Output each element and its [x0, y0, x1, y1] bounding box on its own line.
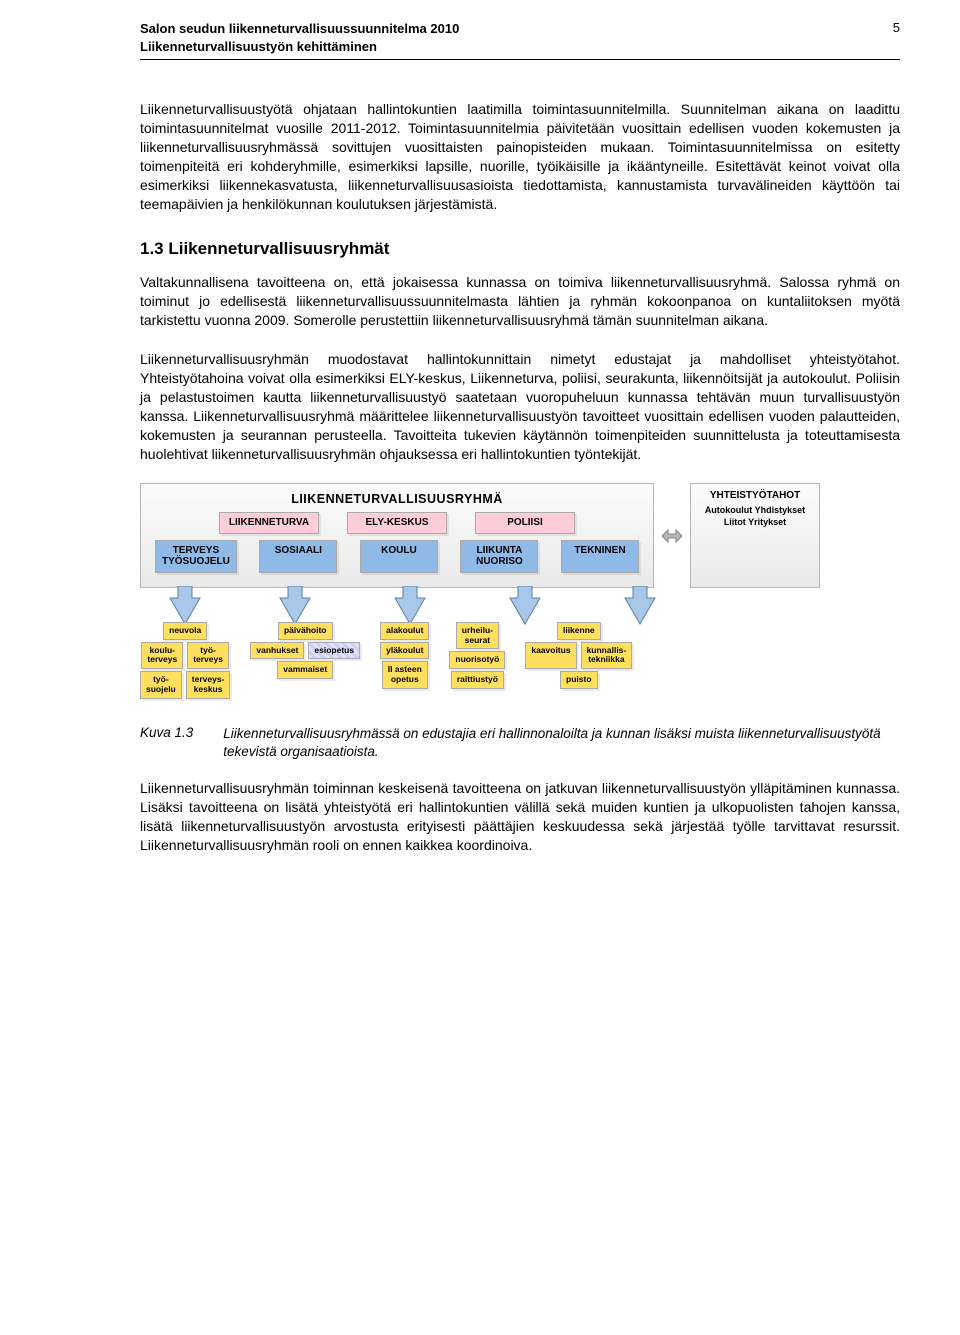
side-group-title: YHTEISTYÖTAHOT [710, 490, 800, 501]
yellow-box: työ- terveys [187, 642, 229, 670]
cluster-row: puisto [560, 671, 598, 689]
cluster-2: alakoulut yläkoulutII asteen opetus [380, 622, 429, 689]
pink-box-poliisi: POLIISI [475, 512, 575, 534]
paragraph-2: Valtakunnallisena tavoitteena on, että j… [140, 273, 900, 330]
header-line2: Liikenneturvallisuustyön kehittäminen [140, 39, 377, 54]
arrow-band [140, 586, 820, 626]
cluster-0: neuvola koulu- terveystyö- terveystyö- su… [140, 622, 230, 699]
double-arrow-icon [660, 483, 684, 588]
main-group: LIIKENNETURVALLISUUSRYHMÄ LIIKENNETURVA … [140, 483, 654, 588]
blue-box-sosiaali: SOSIAALI [259, 540, 337, 573]
side-group: YHTEISTYÖTAHOT Autokoulut Yhdistykset Li… [690, 483, 820, 588]
cluster-row: alakoulut [380, 622, 429, 640]
page-header: Salon seudun liikenneturvallisuussuunnit… [140, 20, 900, 60]
yellow-box: yläkoulut [380, 642, 429, 660]
yellow-box: terveys- keskus [186, 671, 231, 699]
cluster-row: neuvola [163, 622, 207, 640]
yellow-box: kaavoitus [525, 642, 576, 670]
header-line1: Salon seudun liikenneturvallisuussuunnit… [140, 21, 459, 36]
cluster-3: urheilu- seuratnuorisotyö raittiustyö [449, 622, 505, 689]
cluster-row: kaavoituskunnallis- tekniikka [525, 642, 632, 670]
cluster-row: urheilu- seurat [456, 622, 499, 650]
yellow-box: raittiustyö [451, 671, 504, 689]
figure-caption: Kuva 1.3 Liikenneturvallisuusryhmässä on… [140, 725, 900, 761]
blue-box-liikunta: LIIKUNTA NUORISO [460, 540, 538, 573]
blue-box-koulu: KOULU [360, 540, 438, 573]
org-diagram: LIIKENNETURVALLISUUSRYHMÄ LIIKENNETURVA … [140, 483, 820, 698]
yellow-box: työ- suojelu [140, 671, 182, 699]
cluster-row: vammaiset [277, 661, 333, 679]
side-group-items: Autokoulut Yhdistykset Liitot Yritykset [697, 505, 813, 528]
yellow-box: neuvola [163, 622, 207, 640]
pink-box-ely: ELY-KESKUS [347, 512, 447, 534]
caption-label: Kuva 1.3 [140, 725, 193, 761]
yellow-box: liikenne [557, 622, 601, 640]
yellow-box: alakoulut [380, 622, 429, 640]
cluster-row: päivähoito [278, 622, 333, 640]
cluster-1: päivähoito vanhuksetesiopetusvammaiset [250, 622, 360, 679]
caption-text: Liikenneturvallisuusryhmässä on edustaji… [223, 725, 900, 761]
cluster-row: vanhuksetesiopetus [250, 642, 360, 660]
yellow-box: esiopetus [308, 642, 360, 660]
yellow-box: nuorisotyö [449, 651, 505, 669]
main-group-title: LIIKENNETURVALLISUUSRYHMÄ [151, 492, 643, 506]
yellow-box: II asteen opetus [382, 661, 428, 689]
cluster-row: nuorisotyö [449, 651, 505, 669]
cluster-row: yläkoulut [380, 642, 429, 660]
cluster-row: työ- suojeluterveys- keskus [140, 671, 230, 699]
yellow-box: vammaiset [277, 661, 333, 679]
cluster-row: liikenne [557, 622, 601, 640]
yellow-box: puisto [560, 671, 598, 689]
lower-cluster: neuvola koulu- terveystyö- terveystyö- su… [140, 622, 820, 699]
blue-row: TERVEYS TYÖSUOJELU SOSIAALI KOULU LIIKUN… [151, 540, 643, 573]
yellow-box: vanhukset [250, 642, 304, 660]
yellow-box: koulu- terveys [141, 642, 183, 670]
blue-box-terveys: TERVEYS TYÖSUOJELU [155, 540, 237, 573]
pink-box-liikenneturva: LIIKENNETURVA [219, 512, 319, 534]
blue-box-tekninen: TEKNINEN [561, 540, 639, 573]
cluster-row: II asteen opetus [382, 661, 428, 689]
cluster-row: raittiustyö [451, 671, 504, 689]
paragraph-1: Liikenneturvallisuustyötä ohjataan halli… [140, 100, 900, 213]
yellow-box: päivähoito [278, 622, 333, 640]
paragraph-4: Liikenneturvallisuusryhmän toiminnan kes… [140, 779, 900, 855]
pink-row: LIIKENNETURVA ELY-KESKUS POLIISI [151, 512, 643, 534]
section-heading-1-3: 1.3 Liikenneturvallisuusryhmät [140, 239, 900, 259]
yellow-box: urheilu- seurat [456, 622, 499, 650]
paragraph-3: Liikenneturvallisuusryhmän muodostavat h… [140, 350, 900, 463]
yellow-box: kunnallis- tekniikka [581, 642, 633, 670]
header-title: Salon seudun liikenneturvallisuussuunnit… [140, 20, 459, 55]
diagram-top-row: LIIKENNETURVALLISUUSRYHMÄ LIIKENNETURVA … [140, 483, 820, 588]
cluster-row: koulu- terveystyö- terveys [141, 642, 229, 670]
cluster-4: liikenne kaavoituskunnallis- tekniikkapui… [525, 622, 632, 689]
page-number: 5 [893, 20, 900, 35]
